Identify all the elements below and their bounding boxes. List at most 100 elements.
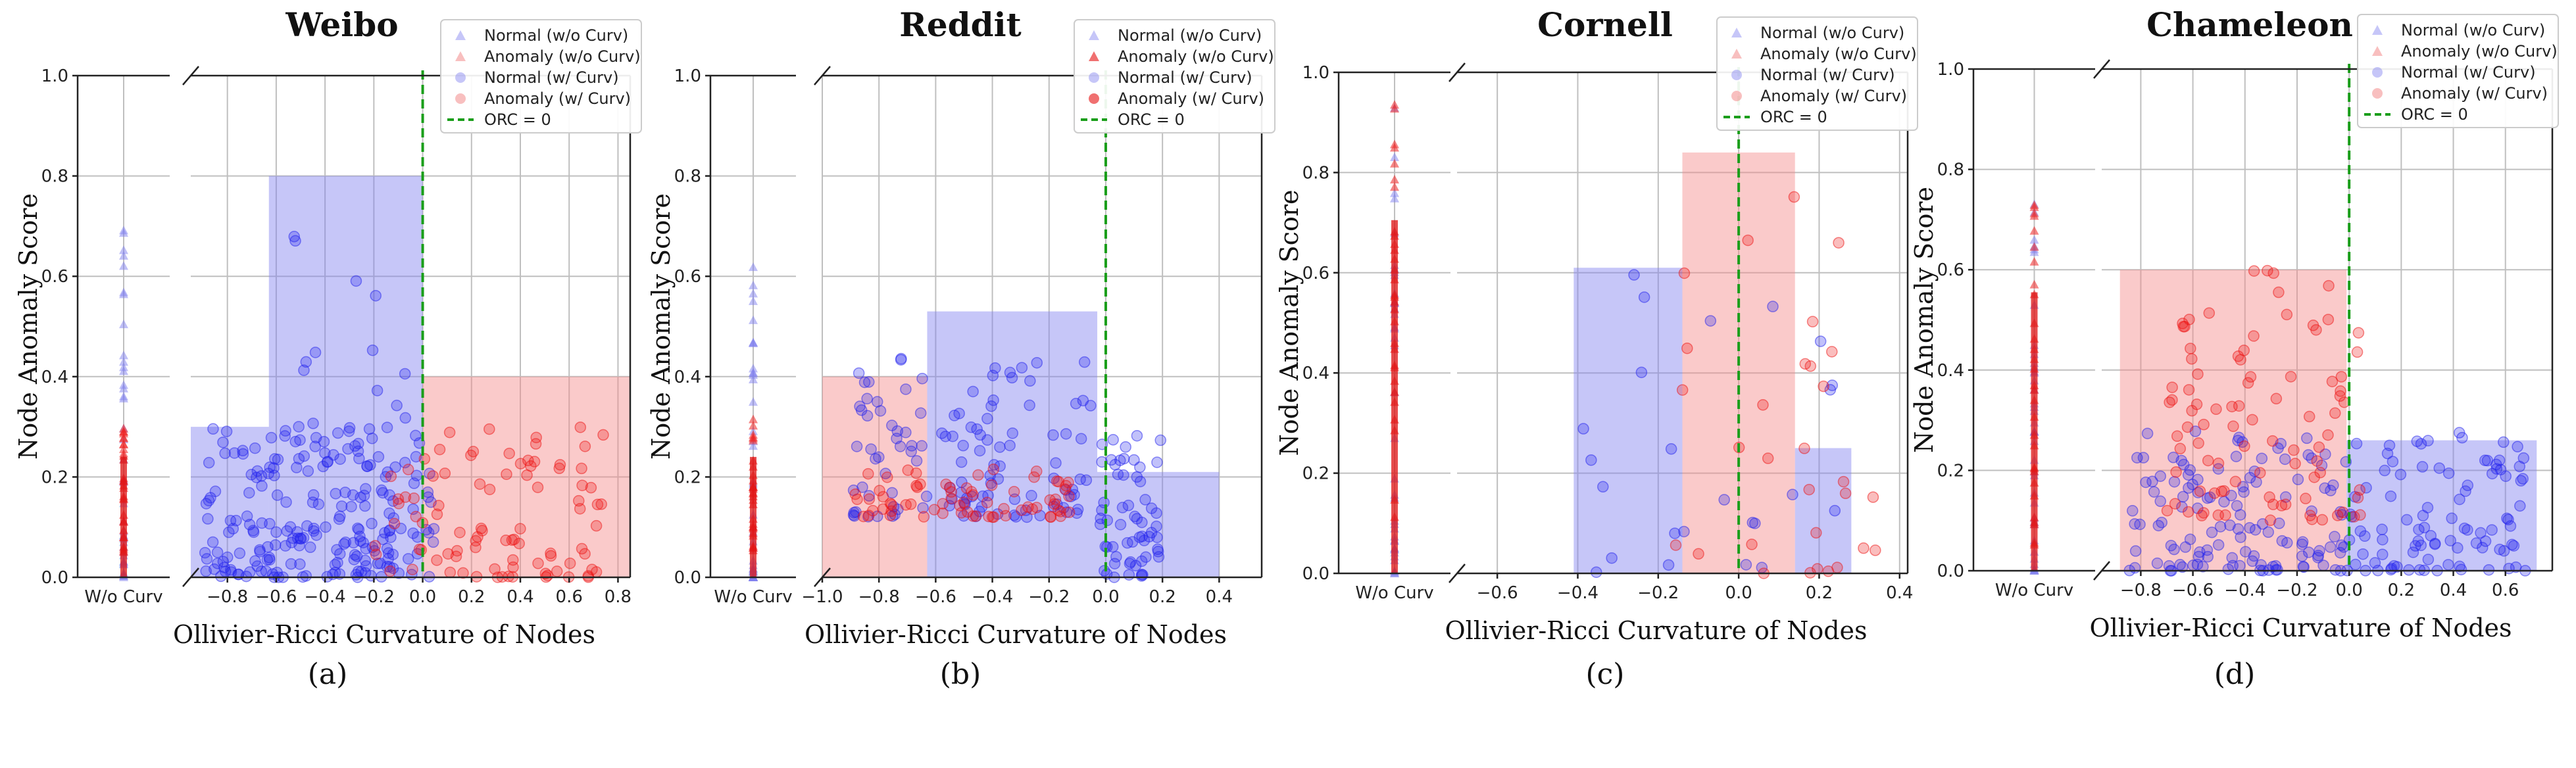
normal-point xyxy=(399,412,412,424)
normal-point xyxy=(2218,496,2230,508)
legend-label: Normal (w/ Curv) xyxy=(484,68,619,87)
panel-title: Chameleon xyxy=(2146,5,2353,44)
normal-point xyxy=(2206,526,2218,539)
normal-point xyxy=(2458,522,2471,535)
x-axis-label: Ollivier-Ricci Curvature of Nodes xyxy=(173,620,595,649)
anomaly-point xyxy=(885,505,897,517)
x-tick-label: 0.0 xyxy=(2335,581,2362,600)
normal-point xyxy=(363,423,376,435)
anomaly-point xyxy=(862,510,875,521)
anomaly-point xyxy=(940,478,952,491)
x-tick-label: −0.4 xyxy=(972,587,1013,607)
normal-point xyxy=(256,480,268,492)
panel-a: 0.0 0.2 0.4 0.6 0.8 1.0 −0.8 −0.6 −0.4 −0.2 0.0 0.2… xyxy=(14,5,642,691)
y-tick-label: 0.6 xyxy=(41,267,68,287)
normal-point xyxy=(2394,468,2407,481)
anomaly-point xyxy=(457,567,469,579)
y-tick-label: 1.0 xyxy=(1302,63,1329,83)
normal-point xyxy=(411,531,424,543)
normal-point xyxy=(2239,546,2252,558)
anomaly-point xyxy=(2326,375,2339,387)
anomaly-point xyxy=(2210,403,2222,416)
anomaly-point xyxy=(1810,527,1822,539)
anomaly-point xyxy=(576,542,588,555)
anomaly-point xyxy=(1049,493,1062,506)
anomaly-point xyxy=(388,517,401,530)
normal-point xyxy=(2329,564,2342,576)
normal-point xyxy=(1140,551,1152,563)
anomaly-point xyxy=(1746,539,1758,550)
normal-point xyxy=(2154,470,2166,482)
normal-point xyxy=(243,487,255,499)
normal-point xyxy=(2230,450,2242,462)
normal-point xyxy=(2183,482,2194,494)
axis-break-mark xyxy=(1449,564,1466,583)
histogram-bar xyxy=(1795,448,1852,573)
anomaly-point xyxy=(532,481,544,493)
normal-point xyxy=(865,443,877,455)
anomaly-point xyxy=(1678,267,1691,279)
normal-point xyxy=(2354,525,2367,537)
anomaly-point xyxy=(2275,500,2288,512)
anomaly-point xyxy=(2248,265,2260,277)
legend-label: ORC = 0 xyxy=(2401,105,2468,124)
strip-anomaly-point xyxy=(119,427,128,436)
normal-point xyxy=(2494,464,2507,475)
strip-anomaly-dense xyxy=(2031,292,2038,571)
normal-point xyxy=(307,418,319,429)
y-tick-label: 0.8 xyxy=(41,167,68,187)
anomaly-point xyxy=(960,482,973,494)
x-tick-label: 0.2 xyxy=(1149,587,1176,607)
anomaly-point xyxy=(904,498,917,510)
normal-point xyxy=(1826,379,1839,391)
strip-normal-point xyxy=(119,362,128,372)
normal-point xyxy=(2512,441,2523,453)
normal-point xyxy=(381,421,393,433)
normal-point xyxy=(1131,429,1143,442)
normal-point xyxy=(307,496,319,508)
normal-point xyxy=(2175,454,2187,467)
anomaly-point xyxy=(545,550,557,562)
strip-normal-point xyxy=(749,280,758,289)
normal-point xyxy=(289,435,301,448)
anomaly-point xyxy=(2191,398,2203,410)
normal-point xyxy=(1746,516,1759,529)
normal-point xyxy=(371,385,384,396)
normal-point xyxy=(1577,423,1589,435)
strip-anomaly-point xyxy=(1390,174,1399,183)
anomaly-point xyxy=(2254,467,2266,479)
normal-point xyxy=(2296,539,2308,550)
normal-point xyxy=(2429,537,2441,550)
normal-point xyxy=(916,440,928,452)
legend-label: Anomaly (w/ Curv) xyxy=(1760,87,1907,105)
normal-point xyxy=(2262,526,2275,539)
anomaly-point xyxy=(439,468,451,479)
strip-normal-point xyxy=(749,368,758,377)
normal-point xyxy=(2377,533,2389,546)
normal-point xyxy=(366,517,378,529)
normal-point xyxy=(294,558,306,570)
normal-point xyxy=(1718,494,1730,506)
normal-point xyxy=(2235,531,2246,543)
legend-label: Anomaly (w/ Curv) xyxy=(484,89,631,108)
anomaly-point xyxy=(1008,485,1020,498)
normal-point xyxy=(2455,564,2467,575)
normal-point xyxy=(366,432,378,444)
normal-point xyxy=(271,489,284,501)
y-tick-label: 0.6 xyxy=(1302,264,1329,283)
anomaly-point xyxy=(1049,498,1060,510)
anomaly-point xyxy=(1799,358,1812,370)
normal-point xyxy=(1122,499,1135,512)
anomaly-point xyxy=(849,488,862,500)
normal-point xyxy=(1597,481,1609,493)
normal-point xyxy=(2334,546,2346,559)
anomaly-point xyxy=(1670,539,1682,551)
normal-point xyxy=(359,500,371,512)
normal-point xyxy=(2174,559,2186,571)
normal-point xyxy=(264,461,276,473)
normal-point xyxy=(342,443,354,455)
normal-point xyxy=(2168,475,2181,488)
panel-d: 0.0 0.2 0.4 0.6 0.8 1.0 −0.8 −0.6 −0.4 −0.2 0.0 0.2… xyxy=(1910,5,2559,691)
normal-point xyxy=(2379,464,2390,477)
anomaly-point xyxy=(2202,454,2214,467)
